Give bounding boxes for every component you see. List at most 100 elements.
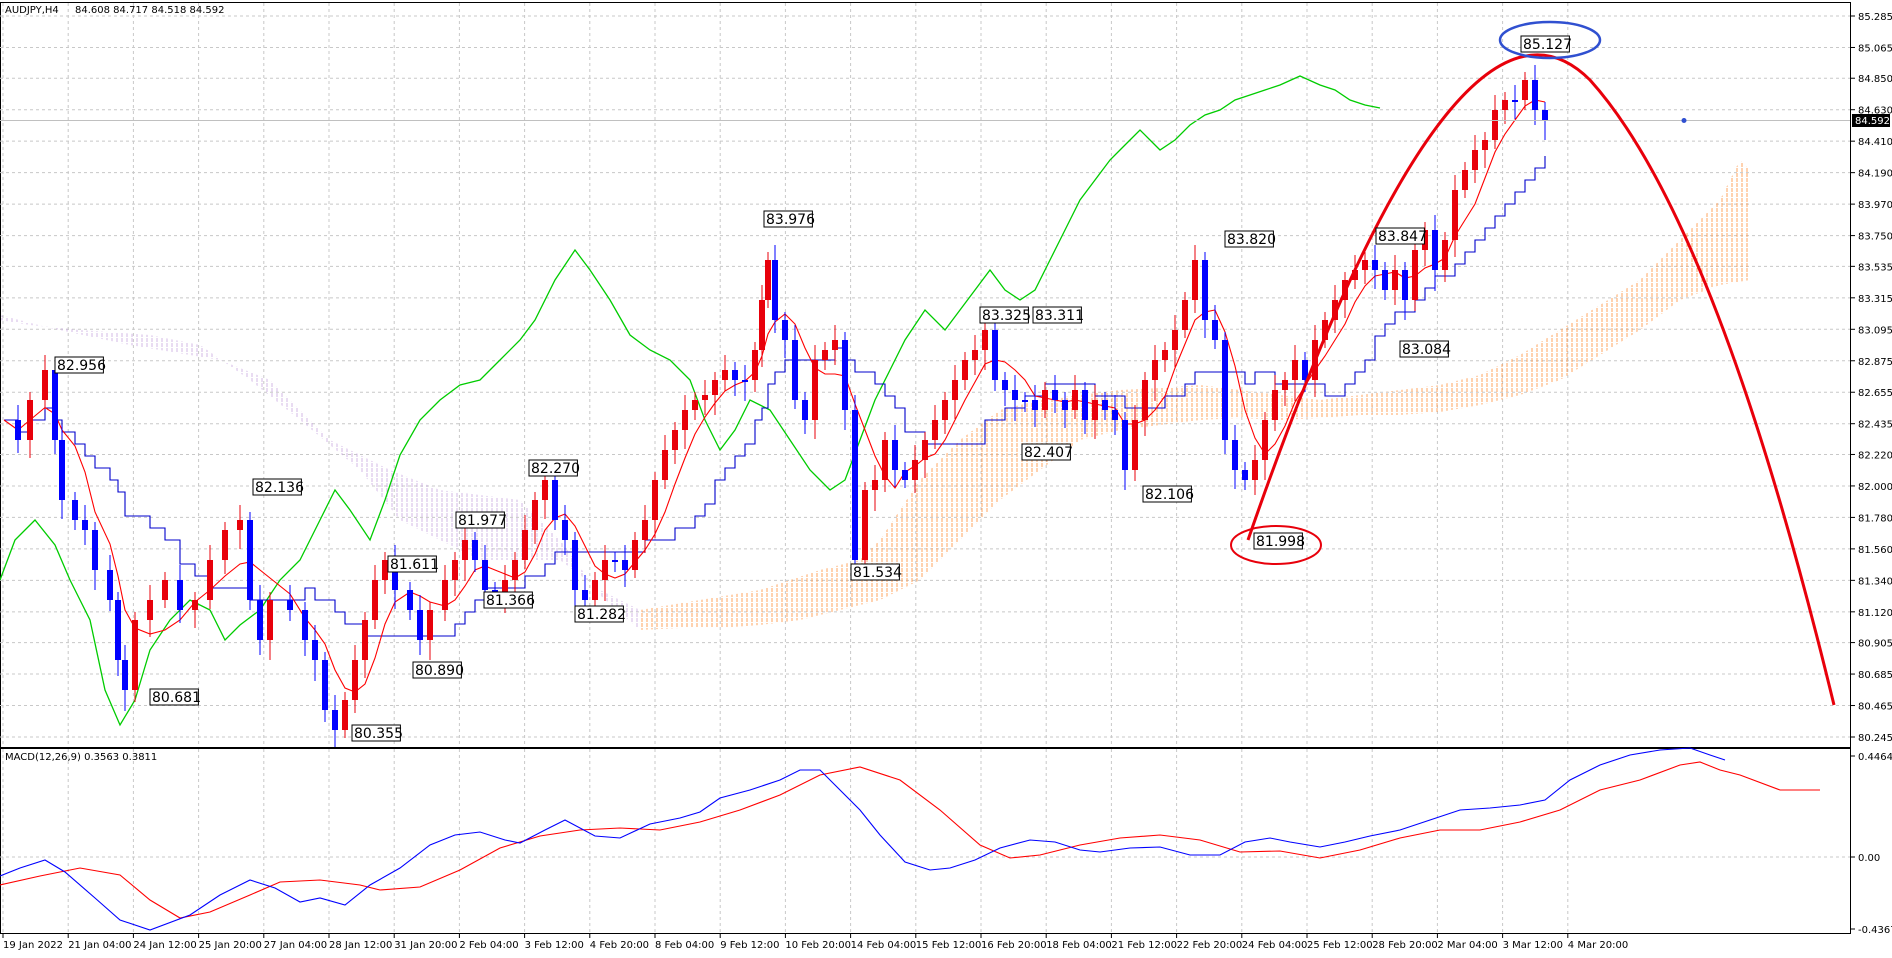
price-label-box <box>528 459 578 477</box>
candle-bear <box>482 560 488 590</box>
candle-bull <box>132 620 138 690</box>
price-tick-label: 80.465 <box>1858 702 1892 713</box>
candle-bear <box>852 410 858 560</box>
candle-bull <box>192 600 198 610</box>
candle-bull <box>1192 260 1198 300</box>
price-label: 82.136 <box>255 480 304 496</box>
candle-bull <box>1472 150 1478 170</box>
candle-bull <box>1292 360 1298 380</box>
candle-bull <box>682 410 688 430</box>
candle-bear <box>312 640 318 660</box>
candle-bear <box>59 440 65 500</box>
candle-bull <box>382 560 388 580</box>
candle-bear <box>1402 270 1408 300</box>
price-tick-label: 81.780 <box>1858 513 1892 524</box>
candle-bull <box>765 260 771 300</box>
candle-bull <box>1322 320 1328 340</box>
candle-bear <box>392 560 398 590</box>
price-annotations: 82.956 82.136 80.681 80.355 81.611 80.890 81.9… <box>54 35 1572 742</box>
candle-bear <box>257 600 263 640</box>
macd-axis: 0.4464 0.00 -0.4367 <box>1850 752 1892 936</box>
candle-bull <box>207 560 213 600</box>
candle-bull <box>832 340 838 350</box>
candle-bull <box>462 540 468 560</box>
price-label-box <box>387 555 437 573</box>
price-label-box <box>850 563 900 581</box>
candle-bull <box>722 370 728 380</box>
time-tick-label: 25 Jan 20:00 <box>199 940 262 951</box>
price-label: 82.270 <box>531 461 580 477</box>
candle-bull <box>372 580 378 620</box>
macd-tick-label: 0.00 <box>1858 853 1880 864</box>
candle-bear <box>1432 230 1438 270</box>
price-label: 82.106 <box>1145 487 1194 503</box>
current-price-badge: 84.592 <box>1852 114 1890 127</box>
cloud-bear-segment <box>0 315 640 630</box>
time-tick-label: 14 Feb 04:00 <box>851 940 917 951</box>
candle-bear <box>612 560 618 562</box>
candle-bear <box>1112 410 1118 420</box>
macd-main-line <box>0 747 1726 931</box>
low-ellipse <box>1230 525 1322 565</box>
price-label-box <box>1021 443 1071 461</box>
chikou-span-line <box>0 75 1381 727</box>
candle-bull <box>512 560 518 580</box>
time-tick-label: 4 Feb 20:00 <box>590 940 649 951</box>
candle-bear <box>1082 390 1088 420</box>
price-tick-label: 84.410 <box>1858 137 1892 148</box>
candle-bull <box>1162 350 1168 360</box>
candle-bear <box>122 660 128 690</box>
candle-bull <box>162 580 168 600</box>
symbol-label: AUDJPY,H4 <box>5 5 59 16</box>
candle-bear <box>572 540 578 590</box>
candle-bull <box>1412 250 1418 300</box>
candle-bull <box>652 480 658 520</box>
candle-bull <box>1252 460 1258 480</box>
candle-bull <box>1522 80 1528 100</box>
price-tick-label: 84.630 <box>1858 106 1892 117</box>
candle-bear <box>782 320 788 340</box>
time-tick-label: 10 Feb 20:00 <box>785 940 851 951</box>
price-label-box <box>412 661 462 679</box>
candle-bear <box>1062 400 1068 410</box>
candle-bull <box>692 400 698 410</box>
price-tick-label: 83.095 <box>1858 325 1892 336</box>
price-tick-label: 81.120 <box>1858 608 1892 619</box>
candle-bull <box>1452 190 1458 240</box>
candle-bull <box>1502 100 1508 110</box>
candle-bear <box>287 600 293 610</box>
candle-bull <box>342 700 348 730</box>
candle-bear <box>115 600 121 660</box>
candle-bull <box>1392 270 1398 290</box>
high-ellipse <box>1498 20 1602 60</box>
macd-grid <box>0 749 1850 933</box>
price-tick-label: 83.750 <box>1858 232 1892 243</box>
time-tick-label: 21 Feb 12:00 <box>1111 940 1177 951</box>
candle-bull <box>982 330 988 350</box>
price-label-box <box>1520 35 1570 53</box>
candle-bull <box>1362 260 1368 270</box>
price-tick-label: 83.535 <box>1858 262 1892 273</box>
candle-bull <box>602 560 608 580</box>
candle-bull <box>862 490 868 560</box>
candle-bear <box>622 560 628 570</box>
candle-bear <box>1302 360 1308 380</box>
bid-marker <box>1681 118 1687 123</box>
candle-bull <box>42 370 48 400</box>
candle-bull <box>222 530 228 560</box>
candle-bear <box>1382 270 1388 290</box>
candle-bear <box>1012 390 1018 400</box>
time-tick-label: 15 Feb 12:00 <box>916 940 982 951</box>
ichimoku-cloud <box>0 160 1750 630</box>
time-tick-label: 28 Feb 20:00 <box>1372 940 1438 951</box>
time-tick-label: 4 Mar 20:00 <box>1568 940 1628 951</box>
candle-bear <box>742 380 748 382</box>
candle-bull <box>712 380 718 395</box>
price-tick-label: 83.970 <box>1858 200 1892 211</box>
candle-bull <box>1492 110 1498 140</box>
time-tick-label: 27 Jan 04:00 <box>264 940 327 951</box>
candle-bull <box>1422 230 1428 250</box>
candle-bear <box>802 400 808 420</box>
candle-bear <box>1512 100 1518 102</box>
